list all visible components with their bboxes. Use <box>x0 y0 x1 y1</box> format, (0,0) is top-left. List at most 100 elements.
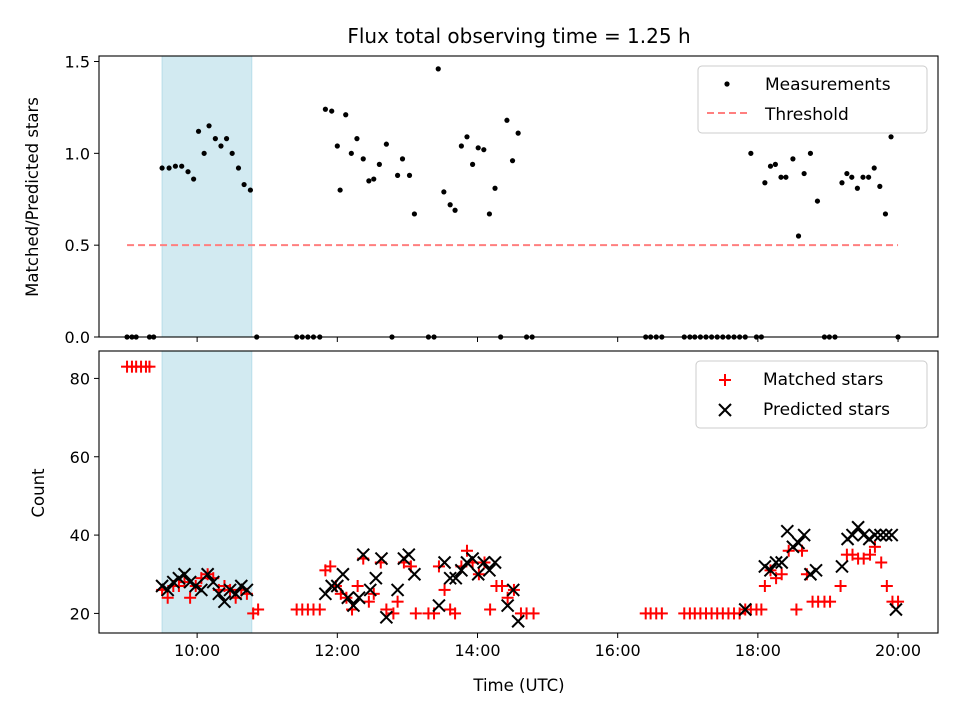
top-y-axis: 0.0 0.5 1.0 1.5 <box>65 53 99 347</box>
predicted-star-point <box>856 528 871 542</box>
predicted-star-point <box>330 579 345 593</box>
measurement-point <box>888 134 894 140</box>
measurement-point <box>223 136 230 142</box>
matched-star-point <box>362 595 375 608</box>
predicted-star-stroke-b <box>506 583 520 597</box>
bottom-legend-box <box>695 360 928 429</box>
measurement-point <box>849 174 855 180</box>
predicted-star-point <box>885 528 899 542</box>
predicted-star-point <box>172 571 186 585</box>
top-panel: 0.0 0.5 1.0 1.5 Matched/Predicted stars Mea… <box>23 53 939 347</box>
predicted-star-stroke-b <box>212 587 226 601</box>
measurement-point <box>343 112 349 118</box>
predicted-star-stroke-b <box>471 567 485 581</box>
predicted-star-point <box>200 567 215 581</box>
matched-star-point <box>857 552 870 565</box>
measurement-point <box>844 170 850 177</box>
measurement-point <box>191 176 197 182</box>
y-tick-label: 80 <box>70 369 90 388</box>
measurement-point <box>860 174 866 180</box>
predicted-star-stroke-b <box>336 567 350 581</box>
predicted-star-stroke-b <box>402 547 416 562</box>
predicted-star-stroke-b <box>482 563 497 578</box>
predicted-star-stroke-b <box>511 614 525 628</box>
predicted-star-stroke-b <box>324 579 339 593</box>
measurement-point <box>366 178 372 184</box>
predicted-star-point <box>835 559 849 574</box>
top-legend: Measurements Threshold <box>697 65 928 134</box>
predicted-star-point <box>240 583 254 597</box>
matched-star-point <box>790 603 803 616</box>
measurement-point <box>241 181 247 188</box>
legend-matched-label: Matched stars <box>763 370 883 390</box>
measurement-point <box>354 136 360 142</box>
matched-star-point <box>484 603 497 616</box>
measurement-point <box>376 161 382 167</box>
predicted-star-stroke-b <box>889 602 903 617</box>
measurement-point <box>348 150 354 156</box>
predicted-star-stroke-b <box>379 610 394 625</box>
matched-star-point <box>432 560 445 573</box>
predicted-star-stroke-b <box>500 598 515 613</box>
measurement-point <box>762 180 768 186</box>
predicted-star-point <box>189 579 203 593</box>
predicted-star-point <box>786 540 800 554</box>
predicted-star-stroke-b <box>443 571 457 585</box>
measurement-point <box>778 174 784 180</box>
matched-star-point <box>351 580 364 592</box>
x-tick-label: 10:00 <box>174 641 220 660</box>
measurement-point <box>172 163 179 169</box>
matched-star-point <box>655 607 668 620</box>
measurement-point <box>360 156 366 162</box>
predicted-star-stroke-b <box>774 555 789 570</box>
predicted-star-point <box>369 571 383 585</box>
measurement-point <box>185 169 191 175</box>
predicted-star-stroke-b <box>803 567 818 581</box>
measurement-point <box>783 174 789 180</box>
predicted-star-stroke-b <box>758 559 772 574</box>
predicted-star-stroke-b <box>862 532 877 546</box>
predicted-star-stroke-b <box>346 598 361 613</box>
predicted-star-stroke-b <box>786 540 800 554</box>
predicted-star-stroke-b <box>454 563 469 578</box>
matched-star-point <box>875 556 888 569</box>
predicted-star-point <box>803 567 818 581</box>
predicted-star-stroke-b <box>738 602 752 617</box>
predicted-star-point <box>432 598 446 613</box>
predicted-star-stroke-b <box>460 555 474 570</box>
measurement-point <box>337 187 343 193</box>
predicted-star-point <box>851 520 865 534</box>
predicted-star-point <box>774 555 789 570</box>
matched-star-point <box>391 595 404 608</box>
measurement-point <box>452 207 458 213</box>
predicted-star-point <box>352 591 366 605</box>
matched-star-point <box>313 603 326 616</box>
predicted-star-stroke-b <box>437 555 452 570</box>
predicted-star-point <box>791 536 806 550</box>
predicted-star-stroke-b <box>856 528 871 542</box>
predicted-star-point <box>346 598 361 613</box>
measurement-point <box>748 150 754 156</box>
measurement-point <box>515 130 521 136</box>
predicted-star-point <box>166 575 181 589</box>
measurement-point <box>486 211 493 217</box>
legend-predicted-label: Predicted stars <box>763 400 890 420</box>
matched-star-point <box>409 607 422 620</box>
predicted-star-stroke-b <box>879 528 893 542</box>
predicted-star-stroke-b <box>217 594 232 609</box>
measurement-point <box>399 156 406 162</box>
predicted-star-point <box>780 524 795 538</box>
predicted-star-stroke-b <box>369 571 383 585</box>
predicted-star-stroke-b <box>352 591 366 605</box>
predicted-star-stroke-b <box>432 598 446 613</box>
matched-star-point <box>195 572 208 585</box>
predicted-star-point <box>228 587 243 601</box>
predicted-star-point <box>155 579 169 593</box>
y-tick-label: 40 <box>70 526 90 545</box>
predicted-star-point <box>460 555 474 570</box>
measurement-point <box>814 198 821 204</box>
predicted-star-point <box>318 587 333 601</box>
matched-star-point <box>252 603 265 616</box>
